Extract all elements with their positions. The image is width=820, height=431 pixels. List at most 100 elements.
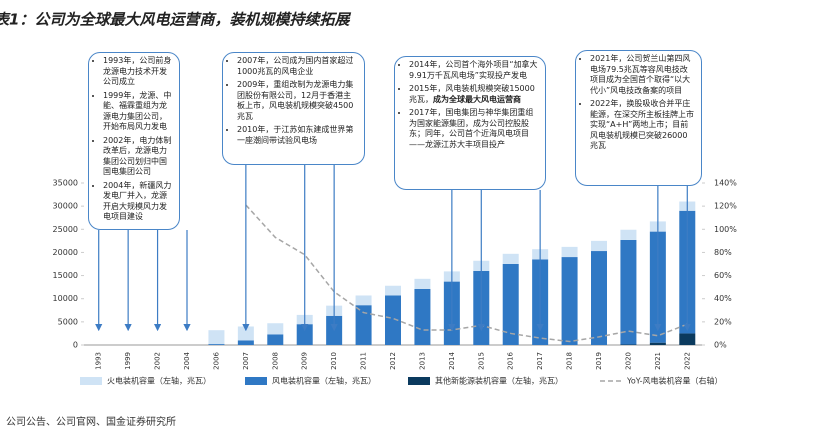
bar-segment [267,334,284,345]
y-tick-label: 25000 [53,225,78,234]
annotation-text: 2002年，电力体制改革后，龙源电力集团公司划归中国国电集团公司 [103,135,172,177]
bar-segment [355,305,372,345]
bar-segment [385,285,401,296]
x-tick-label: 2018 [566,352,574,370]
annotation-text: 2022年，换股吸收合并平庄能源，在深交所主板挂牌上市实现“A+H”两地上市；目… [590,99,694,150]
bar-segment [296,324,313,345]
annotation-box: 2007年，公司成为国内首家超过1000兆瓦的风电企业 2009年，重组改制为龙源… [222,52,365,165]
x-tick-label: 2022 [683,352,691,370]
annotation-item: 2007年，公司成为国内首家超过1000兆瓦的风电企业 [237,56,358,77]
legend-swatch [245,377,267,385]
bar-segment [208,344,225,345]
legend-swatch [408,377,430,385]
annotation-item: 2009年，重组改制为龙源电力集团股份有限公司，12月于香港主板上市，风电装机规… [237,80,358,122]
x-tick-label: 2017 [536,352,544,370]
y2-tick-label: 60% [714,271,732,280]
bar-segment [561,246,578,258]
annotation-item: 2014年，公司首个海外项目“加拿大9.91万千瓦风电场”实现投产发电 [409,60,539,81]
y-tick-label: 0 [73,341,78,350]
annotation-text: 2007年，公司成为国内首家超过1000兆瓦的风电企业 [237,56,354,76]
x-tick-label: 2008 [271,352,279,370]
x-tick-label: 2012 [389,352,397,370]
x-tick-label: 2014 [448,351,456,369]
y2-tick-label: 100% [714,225,737,234]
y2-tick-label: 140% [714,179,737,188]
bar-segment [502,264,519,345]
annotation-item: 1999年，龙源、中能、福霖重组为龙源电力集团公司，开始布局风力发电 [103,91,173,133]
bar-segment [237,326,254,341]
x-tick-label: 2010 [330,352,338,370]
annotation-item: 2021年，公司贺兰山第四风电场79.5兆瓦等容风电技改项目成为全国首个取得“以… [590,54,695,96]
x-tick-label: 1993 [95,352,103,370]
yoy-line [245,204,688,343]
bar-segment [591,251,607,345]
annotation-item: 2004年，新疆风力发电厂并入，龙源开启大规模风力发电项目建设 [103,181,173,223]
bar-segment [561,257,578,345]
annotation-text: 成为全球最大风电运营商 [433,94,521,104]
x-tick-label: 2020 [624,352,632,370]
bar-segment [591,240,607,252]
x-tick-label: 2021 [654,352,662,370]
annotation-item: 1993年，公司前身龙源电力技术开发公司成立 [103,56,173,88]
annotation-item: 2002年，电力体制改革后，龙源电力集团公司划归中国国电集团公司 [103,136,173,178]
annotation-text: 2010年，于江苏如东建成世界第一座潮间带试验风电场 [237,125,354,145]
bar-segment [237,340,254,345]
bar-segment [620,229,637,240]
x-tick-label: 2013 [418,352,426,370]
legend-label: 风电装机容量（左轴，兆瓦） [272,376,376,386]
y-tick-label: 15000 [53,271,78,280]
x-tick-label: 2007 [242,352,250,370]
annotation-item: 2022年，换股吸收合并平庄能源，在深交所主板挂牌上市实现“A+H”两地上市；目… [590,99,695,152]
legend-swatch [80,377,102,385]
bar-segment [385,295,401,345]
y2-tick-label: 0% [714,341,727,350]
source: 公司公告、公司官网、国金证券研究所 [6,415,176,428]
annotation-item: 2017年，国电集团与神华集团重组为国家能源集团，成为公司控股股东；同年，公司首… [409,108,539,150]
y2-tick-label: 40% [714,294,732,303]
annotation-box: 1993年，公司前身龙源电力技术开发公司成立 1999年，龙源、中能、福霖重组为龙… [88,52,180,230]
annotation-item: 2015年，风电装机规模突破15000兆瓦，成为全球最大风电运营商 [409,84,539,105]
bar-segment [679,333,696,345]
legend-label: YoY-风电装机容量（右轴） [626,376,723,386]
x-tick-label: 2011 [360,352,368,370]
annotation-box: 2021年，公司贺兰山第四风电场79.5兆瓦等容风电技改项目成为全国首个取得“以… [575,50,702,186]
x-tick-label: 2015 [477,352,485,370]
annotation-text: 2004年，新疆风力发电厂并入，龙源开启大规模风力发电项目建设 [103,180,172,222]
legend-label: 其他新能源装机容量（左轴，兆瓦） [435,376,563,386]
bar-segment [208,330,225,345]
x-tick-label: 2002 [154,352,162,370]
bar-segment [355,295,372,306]
x-tick-label: 2019 [595,352,603,370]
x-tick-label: 2004 [183,351,191,369]
x-tick-label: 1999 [124,352,132,370]
x-tick-label: 2016 [507,351,515,369]
annotation-box: 2014年，公司首个海外项目“加拿大9.91万千瓦风电场”实现投产发电 2015年… [394,56,546,190]
annotation-text: 1999年，龙源、中能、福霖重组为龙源电力集团公司，开始布局风力发电 [103,90,172,132]
y-tick-label: 30000 [53,202,78,211]
y-tick-label: 35000 [53,179,78,188]
annotation-item: 2010年，于江苏如东建成世界第一座潮间带试验风电场 [237,125,358,146]
x-tick-label: 2006 [212,351,220,369]
bar-segment [414,278,431,289]
annotation-text: 2015年，风电装机规模突破15000兆瓦， [409,84,535,104]
bar-segment [414,288,431,345]
y-tick-label: 20000 [53,248,78,257]
annotation-text: 2014年，公司首个海外项目“加拿大9.91万千瓦风电场”实现投产发电 [409,60,538,80]
annotation-text: 1993年，公司前身龙源电力技术开发公司成立 [103,56,172,86]
y2-tick-label: 120% [714,202,737,211]
bar-segment [502,253,519,264]
y-tick-label: 5000 [58,317,78,326]
legend-label: 火电装机容量（左轴，兆瓦） [107,376,211,386]
bar-segment [267,323,284,335]
annotation-text: 2017年，国电集团与神华集团重组为国家能源集团，成为公司控股股东；同年，公司首… [409,108,534,149]
y2-tick-label: 20% [714,317,732,326]
y-tick-label: 10000 [53,294,78,303]
y2-tick-label: 80% [714,248,732,257]
x-tick-label: 2009 [301,352,309,370]
annotation-text: 2009年，重组改制为龙源电力集团股份有限公司，12月于香港主板上市，风电装机规… [237,80,354,121]
annotation-text: 2021年，公司贺兰山第四风电场79.5兆瓦等容风电技改项目成为全国首个取得“以… [590,54,691,95]
bar-segment [649,342,666,345]
bar-segment [620,239,637,345]
